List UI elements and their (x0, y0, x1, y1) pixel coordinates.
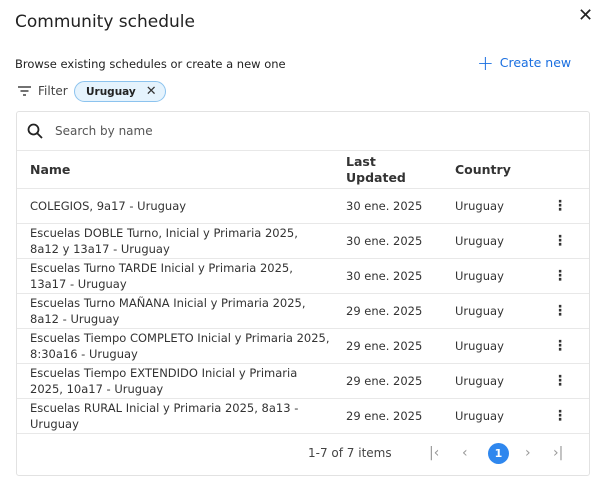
row-name: Escuelas DOBLE Turno, Inicial y Primaria… (30, 226, 298, 256)
filter-chip[interactable]: Uruguay ✕ (74, 81, 166, 102)
row-last-updated: 30 ene. 2025 (346, 269, 423, 283)
row-last-updated: 29 ene. 2025 (346, 339, 423, 353)
row-name: COLEGIOS, 9a17 - Uruguay (30, 199, 187, 213)
row-name: Escuelas Turno MAÑANA Inicial y Primaria… (30, 296, 306, 326)
table-row[interactable]: Escuelas RURAL Inicial y Primaria 2025, … (17, 399, 589, 434)
table-row[interactable]: Escuelas Tiempo COMPLETO Inicial y Prima… (17, 329, 589, 364)
filter-chip-label: Uruguay (86, 85, 136, 98)
column-header-country[interactable]: Country (455, 161, 511, 177)
filter-button[interactable]: Filter (17, 84, 68, 98)
row-country: Uruguay (455, 234, 504, 248)
search-bar (17, 112, 589, 151)
next-page-icon[interactable]: › (525, 445, 531, 461)
more-options-icon[interactable]: ⋮ (553, 303, 567, 319)
more-options-icon[interactable]: ⋮ (553, 198, 567, 214)
close-icon[interactable]: ✕ (578, 5, 594, 26)
row-country: Uruguay (455, 339, 504, 353)
row-name: Escuelas Tiempo COMPLETO Inicial y Prima… (30, 331, 330, 361)
pagination: 1-7 of 7 items |‹ ‹ 1 › ›| (17, 433, 589, 475)
table-row[interactable]: COLEGIOS, 9a17 - Uruguay 30 ene. 2025 Ur… (17, 189, 589, 224)
first-page-icon[interactable]: |‹ (429, 445, 440, 461)
search-icon (27, 123, 43, 139)
filter-label: Filter (38, 84, 68, 98)
row-last-updated: 30 ene. 2025 (346, 199, 423, 213)
row-last-updated: 30 ene. 2025 (346, 234, 423, 248)
row-country: Uruguay (455, 199, 504, 213)
table-row[interactable]: Escuelas Turno TARDE Inicial y Primaria … (17, 259, 589, 294)
search-input[interactable] (55, 124, 455, 138)
column-header-name[interactable]: Name (30, 161, 71, 177)
page-1-button[interactable]: 1 (488, 443, 509, 464)
row-country: Uruguay (455, 269, 504, 283)
plus-icon: + (477, 50, 494, 75)
filter-icon (18, 86, 31, 96)
dialog-subtitle: Browse existing schedules or create a ne… (15, 57, 286, 71)
column-header-last-updated[interactable]: Last Updated (346, 153, 406, 185)
more-options-icon[interactable]: ⋮ (553, 338, 567, 354)
last-page-icon[interactable]: ›| (553, 445, 564, 461)
table-row[interactable]: Escuelas Tiempo EXTENDIDO Inicial y Prim… (17, 364, 589, 399)
more-options-icon[interactable]: ⋮ (553, 408, 567, 424)
row-last-updated: 29 ene. 2025 (346, 304, 423, 318)
create-new-button[interactable]: + Create new (477, 50, 572, 75)
row-name: Escuelas Tiempo EXTENDIDO Inicial y Prim… (30, 366, 298, 396)
row-name: Escuelas RURAL Inicial y Primaria 2025, … (30, 401, 299, 431)
table-row[interactable]: Escuelas DOBLE Turno, Inicial y Primaria… (17, 224, 589, 259)
more-options-icon[interactable]: ⋮ (553, 373, 567, 389)
row-country: Uruguay (455, 304, 504, 318)
remove-filter-icon[interactable]: ✕ (145, 84, 157, 99)
row-country: Uruguay (455, 409, 504, 423)
table-header: Name Last Updated Country (17, 151, 589, 189)
table-row[interactable]: Escuelas Turno MAÑANA Inicial y Primaria… (17, 294, 589, 329)
create-new-label: Create new (499, 55, 572, 70)
row-last-updated: 29 ene. 2025 (346, 409, 423, 423)
previous-page-icon[interactable]: ‹ (462, 445, 468, 461)
more-options-icon[interactable]: ⋮ (553, 233, 567, 249)
row-name: Escuelas Turno TARDE Inicial y Primaria … (30, 261, 293, 291)
schedule-table-panel: Name Last Updated Country COLEGIOS, 9a17… (16, 111, 590, 476)
pagination-summary: 1-7 of 7 items (308, 446, 392, 460)
more-options-icon[interactable]: ⋮ (553, 268, 567, 284)
row-country: Uruguay (455, 374, 504, 388)
row-last-updated: 29 ene. 2025 (346, 374, 423, 388)
dialog-title: Community schedule (15, 12, 195, 32)
